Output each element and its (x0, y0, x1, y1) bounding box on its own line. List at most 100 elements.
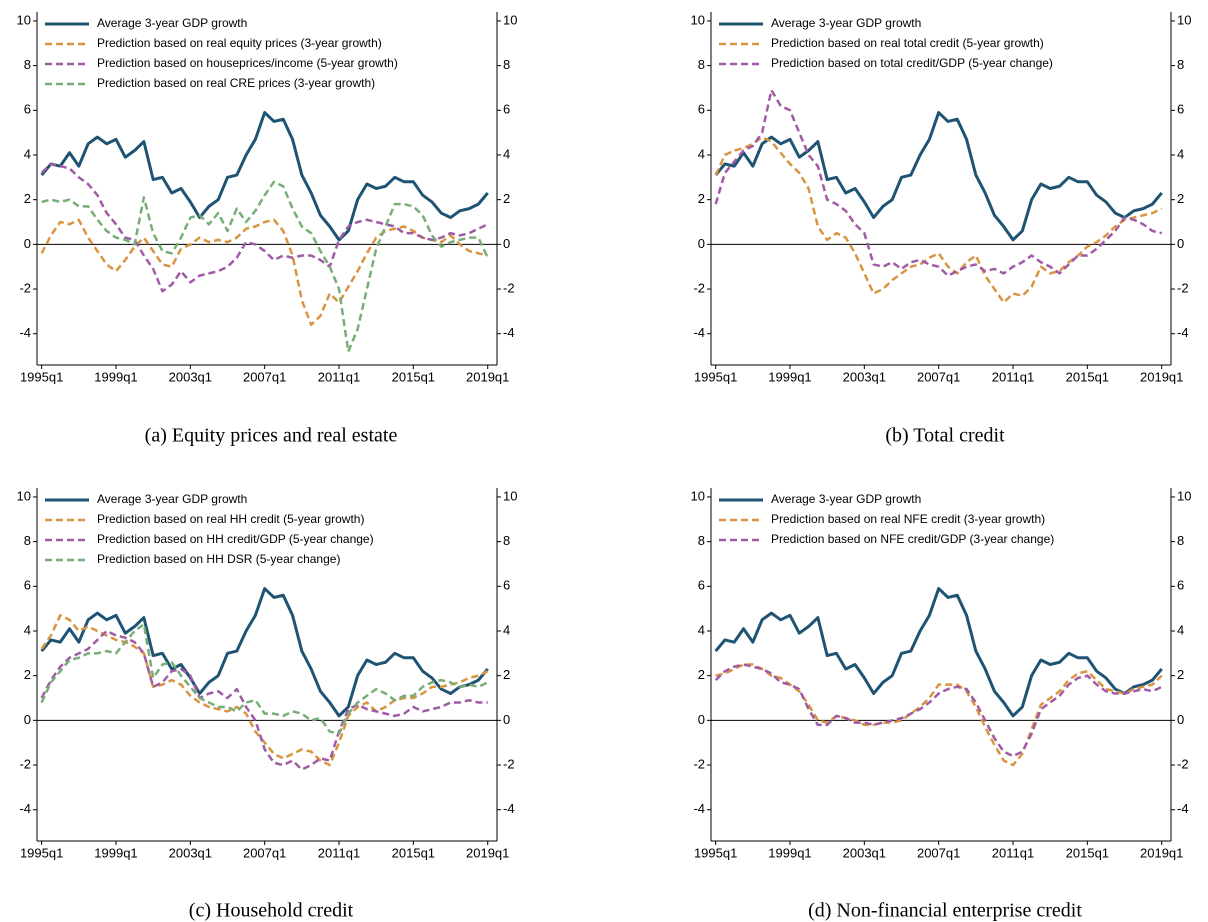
x-tick-label: 2015q1 (1066, 369, 1109, 384)
y2-tick-label: 8 (503, 57, 510, 72)
y-tick-label: 2 (24, 191, 31, 206)
y2-tick-label: 0 (1177, 712, 1184, 727)
y-tick-label: 2 (698, 667, 705, 682)
x-tick-label: 1995q1 (694, 845, 737, 860)
y-tick-label: -2 (19, 756, 31, 771)
series-line (714, 135, 1163, 304)
y2-tick-label: -2 (1177, 280, 1189, 295)
y2-tick-label: -4 (1177, 325, 1189, 340)
y2-tick-label: 10 (503, 12, 517, 27)
series-line (40, 614, 489, 767)
legend-label: Prediction based on HH credit/GDP (5-yea… (97, 532, 374, 546)
panel: -4 -4 -2 -2 0 0 2 2 4 4 6 6 8 8 10 10 1995q1 1999q1 2003q1… (691, 12, 1191, 447)
legend-label: Prediction based on total credit/GDP (5-… (771, 56, 1053, 70)
y2-tick-label: 6 (503, 578, 510, 593)
y2-tick-label: 4 (1177, 622, 1184, 637)
series-line (714, 88, 1163, 277)
y-tick-label: -2 (693, 756, 705, 771)
y2-tick-label: 8 (503, 533, 510, 548)
y-tick-label: 8 (698, 57, 705, 72)
y-tick-label: 10 (691, 12, 705, 27)
series-line (714, 663, 1163, 758)
x-tick-label: 2019q1 (1140, 845, 1183, 860)
panel: -4 -4 -2 -2 0 0 2 2 4 4 6 6 8 8 10 10 1995q1 1999q1 2003q1… (17, 488, 517, 922)
x-tick-label: 1999q1 (768, 369, 811, 384)
y2-tick-label: 6 (1177, 102, 1184, 117)
x-tick-label: 2007q1 (243, 369, 286, 384)
y-tick-label: 8 (24, 533, 31, 548)
x-tick-label: 2007q1 (917, 369, 960, 384)
y-tick-label: 6 (698, 578, 705, 593)
y-tick-label: 0 (24, 712, 31, 727)
series-line (40, 218, 489, 327)
y-tick-label: 10 (17, 488, 31, 503)
y-tick-label: 0 (698, 236, 705, 251)
series-line (714, 111, 1163, 242)
x-tick-label: 2019q1 (1140, 369, 1183, 384)
y-tick-label: -4 (693, 801, 705, 816)
caption: (a) Equity prices and real estate (145, 425, 398, 447)
x-tick-label: 1995q1 (20, 845, 63, 860)
legend-label: Prediction based on real equity prices (… (97, 36, 382, 50)
y2-tick-label: 0 (503, 712, 510, 727)
x-tick-label: 1999q1 (94, 369, 137, 384)
y2-tick-label: 8 (1177, 57, 1184, 72)
legend-label: Prediction based on real NFE credit (3-y… (771, 512, 1045, 526)
legend-label: Prediction based on HH DSR (5-year chang… (97, 552, 340, 566)
y-tick-label: -4 (693, 325, 705, 340)
y-tick-label: 10 (17, 12, 31, 27)
y2-tick-label: 0 (1177, 236, 1184, 251)
y2-tick-label: -4 (1177, 801, 1189, 816)
legend-label: Prediction based on real CRE prices (3-y… (97, 76, 375, 90)
x-tick-label: 2003q1 (843, 845, 886, 860)
legend-label: Prediction based on NFE credit/GDP (3-ye… (771, 532, 1054, 546)
x-tick-label: 2007q1 (243, 845, 286, 860)
x-tick-label: 2011q1 (992, 369, 1034, 384)
x-tick-label: 2011q1 (992, 845, 1034, 860)
legend-label: Average 3-year GDP growth (771, 492, 921, 506)
x-tick-label: 1995q1 (20, 369, 63, 384)
y2-tick-label: 2 (1177, 667, 1184, 682)
series-line (40, 162, 489, 293)
y-tick-label: 4 (698, 146, 705, 161)
y-tick-label: 4 (24, 622, 31, 637)
y-tick-label: 0 (698, 712, 705, 727)
x-tick-label: 1999q1 (94, 845, 137, 860)
x-tick-label: 2019q1 (466, 369, 509, 384)
y2-tick-label: 4 (503, 622, 510, 637)
series-line (40, 587, 489, 718)
y2-tick-label: 4 (503, 146, 510, 161)
y-tick-label: 6 (24, 578, 31, 593)
y2-tick-label: 6 (1177, 578, 1184, 593)
series-line (714, 587, 1163, 718)
series-line (40, 629, 488, 771)
caption: (d) Non-financial enterprise credit (808, 900, 1082, 922)
y2-tick-label: -2 (503, 756, 515, 771)
y2-tick-label: 4 (1177, 146, 1184, 161)
y-tick-label: 4 (698, 622, 705, 637)
y-tick-label: 10 (691, 488, 705, 503)
y2-tick-label: 6 (503, 102, 510, 117)
series-line (40, 111, 489, 242)
x-tick-label: 2003q1 (169, 845, 212, 860)
series-line (41, 180, 489, 353)
x-tick-label: 2003q1 (843, 369, 886, 384)
x-tick-label: 2019q1 (466, 845, 509, 860)
y2-tick-label: 10 (1177, 12, 1191, 27)
y-tick-label: 8 (24, 57, 31, 72)
y2-tick-label: -2 (1177, 756, 1189, 771)
x-tick-label: 1999q1 (768, 845, 811, 860)
y-tick-label: -4 (19, 801, 31, 816)
y-tick-label: 0 (24, 236, 31, 251)
x-tick-label: 2003q1 (169, 369, 212, 384)
y-tick-label: -4 (19, 325, 31, 340)
y-tick-label: -2 (19, 280, 31, 295)
y-tick-label: 2 (24, 667, 31, 682)
y2-tick-label: 2 (503, 191, 510, 206)
legend-label: Prediction based on real total credit (5… (771, 36, 1044, 50)
legend-label: Average 3-year GDP growth (97, 492, 247, 506)
y-tick-label: 2 (698, 191, 705, 206)
series-line (715, 663, 1163, 767)
x-tick-label: 2015q1 (392, 369, 435, 384)
